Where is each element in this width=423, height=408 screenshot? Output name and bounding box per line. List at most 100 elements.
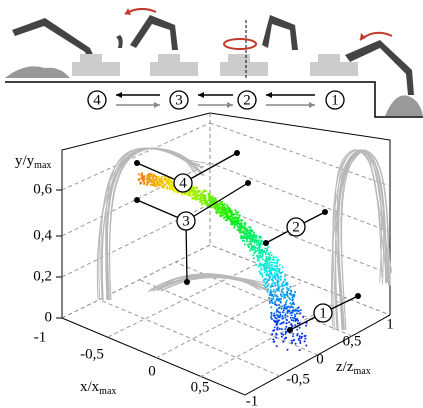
point xyxy=(202,195,204,197)
point xyxy=(198,191,200,193)
point xyxy=(281,318,283,320)
y-tick-label: 0,4 xyxy=(33,227,52,243)
point xyxy=(271,294,273,296)
point xyxy=(274,272,276,274)
point xyxy=(221,211,223,213)
point xyxy=(140,175,142,177)
point xyxy=(278,269,280,271)
point xyxy=(146,175,148,177)
point xyxy=(238,223,240,225)
point xyxy=(275,337,277,339)
point xyxy=(286,300,288,302)
point xyxy=(267,291,269,293)
point xyxy=(146,179,148,181)
point xyxy=(200,195,202,197)
point xyxy=(172,189,174,191)
point xyxy=(227,207,229,209)
point xyxy=(253,257,255,259)
point xyxy=(266,263,268,265)
point xyxy=(264,248,266,250)
point xyxy=(212,195,214,197)
point xyxy=(263,267,265,269)
point xyxy=(267,259,269,261)
stage-illustration xyxy=(5,8,423,117)
point xyxy=(240,223,242,225)
point xyxy=(265,287,267,289)
point xyxy=(255,251,257,253)
point xyxy=(305,335,307,337)
point xyxy=(272,258,274,260)
point xyxy=(161,177,163,179)
point xyxy=(304,340,306,342)
point xyxy=(211,201,213,203)
point xyxy=(286,319,288,321)
point xyxy=(252,254,254,256)
point xyxy=(299,342,301,344)
point xyxy=(167,186,169,188)
point xyxy=(266,256,268,258)
point xyxy=(166,179,168,181)
point xyxy=(279,285,281,287)
point xyxy=(293,294,295,296)
point xyxy=(231,214,233,216)
point xyxy=(272,280,274,282)
point xyxy=(274,315,276,317)
point xyxy=(231,222,233,224)
point xyxy=(301,336,303,338)
point xyxy=(299,335,301,337)
point xyxy=(304,338,306,340)
point xyxy=(250,227,252,229)
point xyxy=(296,313,298,315)
point xyxy=(244,233,246,235)
point xyxy=(225,213,227,215)
point xyxy=(284,278,286,280)
point xyxy=(230,223,232,225)
point xyxy=(264,265,266,267)
callout-dot xyxy=(322,209,328,215)
point xyxy=(251,235,253,237)
point xyxy=(258,240,260,242)
point xyxy=(270,272,272,274)
point xyxy=(250,248,252,250)
point xyxy=(273,341,275,343)
point xyxy=(280,276,282,278)
point xyxy=(202,191,204,193)
point xyxy=(282,282,284,284)
point xyxy=(247,229,249,231)
point xyxy=(294,324,296,326)
point xyxy=(277,285,279,287)
point xyxy=(292,320,294,322)
point xyxy=(272,330,274,332)
point xyxy=(147,183,149,185)
point xyxy=(244,235,246,237)
point xyxy=(286,287,288,289)
point xyxy=(165,183,167,185)
point xyxy=(278,290,280,292)
point xyxy=(244,222,246,224)
point xyxy=(294,316,296,318)
point xyxy=(273,298,275,300)
point xyxy=(278,304,280,306)
point xyxy=(256,244,258,246)
point xyxy=(222,208,224,210)
point xyxy=(284,306,286,308)
point xyxy=(290,305,292,307)
point xyxy=(275,291,277,293)
point xyxy=(264,260,266,262)
point xyxy=(206,201,208,203)
point xyxy=(193,189,195,191)
point xyxy=(274,283,276,285)
point xyxy=(274,301,276,303)
point xyxy=(157,178,159,180)
point xyxy=(225,209,227,211)
point xyxy=(248,246,250,248)
point xyxy=(249,250,251,252)
point xyxy=(283,297,285,299)
point xyxy=(274,262,276,264)
point xyxy=(285,331,287,333)
point xyxy=(289,293,291,295)
point xyxy=(234,224,236,226)
point xyxy=(142,176,144,178)
point xyxy=(246,233,248,235)
point xyxy=(293,318,295,320)
